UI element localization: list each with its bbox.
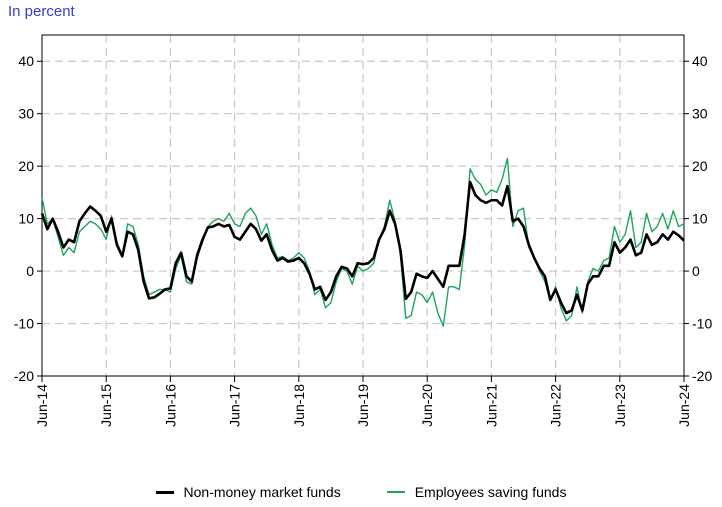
- legend-label-employees-saving-funds: Employees saving funds: [414, 484, 567, 500]
- legend-label-non-money-market-funds: Non-money market funds: [183, 484, 341, 500]
- x-tick-label: Jun-20: [419, 384, 435, 427]
- y-tick-label-left: 20: [18, 158, 34, 174]
- y-tick-label-right: 20: [692, 158, 708, 174]
- legend-swatch-employees-saving-funds: [386, 491, 405, 493]
- x-tick-label: Jun-21: [483, 384, 499, 427]
- y-tick-label-left: -10: [14, 316, 34, 332]
- y-tick-label-left: 40: [18, 53, 34, 69]
- line-chart: -20 -20 -10 -10 0 0 10 10 20 20 30 30 40 40 Jun-14 Jun-…: [14, 34, 713, 427]
- y-tick-label-right: -10: [692, 316, 712, 332]
- x-tick-label: Jun-15: [98, 384, 114, 427]
- plot-frame: [41, 34, 685, 377]
- x-tick-label: Jun-14: [34, 384, 50, 427]
- y-tick-label-right: -20: [692, 368, 712, 384]
- y-tick-label-left: 0: [26, 263, 34, 279]
- x-tick-label: Jun-18: [291, 384, 307, 427]
- x-tick-label: Jun-16: [162, 384, 178, 427]
- x-tick-label: Jun-17: [227, 384, 243, 427]
- unit-label: In percent: [8, 3, 75, 20]
- axes-layer: [37, 34, 689, 382]
- x-tick-label: Jun-23: [612, 384, 628, 427]
- legend-item-non-money-market-funds: Non-money market funds: [155, 484, 341, 500]
- tick-labels: -20 -20 -10 -10 0 0 10 10 20 20 30 30 40 40 Jun-14 Jun-…: [14, 53, 713, 427]
- x-tick-label: Jun-22: [548, 384, 564, 427]
- y-tick-label-right: 40: [692, 53, 708, 69]
- y-tick-label-left: 10: [18, 211, 34, 227]
- series-line-non-money-market-funds: [40, 180, 685, 315]
- y-tick-label-right: 30: [692, 106, 708, 122]
- legend: Non-money market funds Employees saving …: [0, 484, 722, 500]
- series-layer: [40, 157, 685, 327]
- y-tick-label-right: 0: [692, 263, 700, 279]
- y-tick-label-left: 30: [18, 106, 34, 122]
- y-tick-label-right: 10: [692, 211, 708, 227]
- grid-layer: [42, 35, 684, 376]
- x-tick-label: Jun-24: [676, 384, 692, 427]
- legend-swatch-non-money-market-funds: [155, 490, 174, 494]
- legend-item-employees-saving-funds: Employees saving funds: [386, 484, 567, 500]
- y-tick-label-left: -20: [14, 368, 34, 384]
- x-tick-label: Jun-19: [355, 384, 371, 427]
